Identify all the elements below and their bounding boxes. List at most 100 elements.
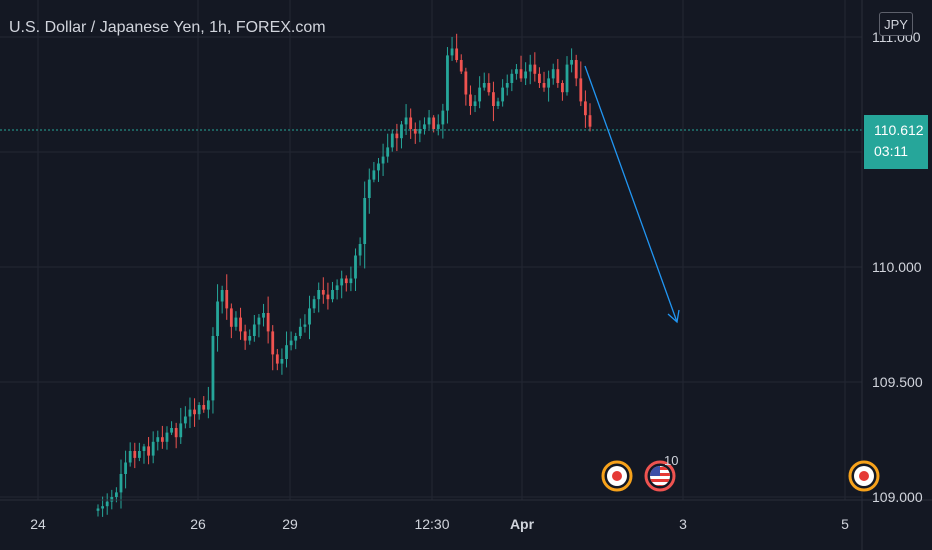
candle-body bbox=[528, 64, 532, 72]
candle-body bbox=[137, 451, 141, 458]
japan-flag-icon[interactable] bbox=[601, 460, 633, 492]
candle-body bbox=[142, 446, 146, 451]
candle-body bbox=[289, 340, 293, 346]
candle-body bbox=[303, 324, 307, 327]
candle-body bbox=[501, 87, 505, 102]
candle-body bbox=[574, 60, 578, 79]
y-tick-label: 109.500 bbox=[872, 374, 923, 390]
candle-body bbox=[266, 313, 270, 332]
candle-body bbox=[344, 278, 348, 284]
candle-body bbox=[225, 290, 229, 309]
y-tick-label: 109.000 bbox=[872, 489, 923, 505]
candle-body bbox=[252, 324, 256, 336]
candle-body bbox=[584, 101, 587, 116]
candle-body bbox=[248, 336, 252, 341]
us-flag-icon[interactable] bbox=[644, 460, 676, 492]
candle-body bbox=[331, 290, 334, 300]
candle-body bbox=[519, 69, 523, 79]
candle-body bbox=[441, 110, 445, 125]
candle-body bbox=[496, 101, 500, 106]
candle-body bbox=[147, 446, 150, 456]
candle-body bbox=[409, 117, 413, 129]
x-tick-label: 24 bbox=[30, 516, 46, 532]
candle-body bbox=[418, 129, 422, 134]
x-tick-label: 3 bbox=[679, 516, 687, 532]
time-axis[interactable]: 24 26 29 12:30 Apr 3 5 bbox=[30, 516, 849, 532]
candle-body bbox=[478, 87, 482, 102]
candle-body bbox=[377, 163, 380, 171]
candle-body bbox=[321, 290, 325, 295]
candle-body bbox=[234, 317, 238, 327]
candle-body bbox=[298, 326, 302, 336]
candle-body bbox=[239, 317, 242, 332]
candle-body bbox=[206, 400, 210, 410]
candle-body bbox=[170, 428, 173, 433]
candle-body bbox=[381, 156, 385, 164]
candle-body bbox=[197, 405, 201, 415]
candle-body bbox=[469, 94, 472, 106]
x-tick-label: 12:30 bbox=[414, 516, 449, 532]
candle-body bbox=[432, 117, 436, 129]
candle-body bbox=[358, 244, 362, 256]
x-tick-label: 26 bbox=[190, 516, 206, 532]
candle-body bbox=[285, 345, 288, 359]
candle-body bbox=[243, 331, 247, 341]
candle-body bbox=[404, 117, 408, 125]
candle-body bbox=[459, 60, 463, 72]
candle-body bbox=[561, 83, 564, 93]
candle-body bbox=[183, 416, 187, 424]
candle-body bbox=[275, 354, 279, 364]
candle-body bbox=[124, 462, 127, 474]
candle-body bbox=[211, 336, 215, 401]
candle-body bbox=[524, 71, 528, 79]
last-price-tag: 110.612 03:11 bbox=[864, 115, 928, 169]
candles bbox=[96, 33, 592, 517]
candle-body bbox=[547, 78, 551, 88]
grid-lines bbox=[0, 0, 862, 500]
candle-body bbox=[262, 313, 265, 318]
candle-body bbox=[101, 506, 104, 509]
candle-body bbox=[588, 115, 592, 127]
candle-body bbox=[174, 428, 178, 438]
x-tick-label: 5 bbox=[841, 516, 849, 532]
candle-body bbox=[216, 301, 219, 336]
x-tick-label: 29 bbox=[282, 516, 298, 532]
last-price-value: 110.612 bbox=[874, 122, 924, 138]
candle-body bbox=[349, 278, 353, 284]
candle-body bbox=[400, 124, 403, 139]
candle-body bbox=[450, 48, 454, 56]
japan-flag-icon[interactable] bbox=[848, 460, 880, 492]
candle-body bbox=[565, 64, 569, 93]
forecast-arrow[interactable] bbox=[584, 65, 680, 324]
candle-body bbox=[326, 294, 330, 300]
candle-body bbox=[510, 73, 514, 83]
candle-body bbox=[390, 133, 394, 148]
candle-body bbox=[505, 83, 509, 88]
candle-body bbox=[482, 83, 486, 88]
candle-body bbox=[533, 64, 537, 74]
candle-body bbox=[105, 501, 109, 507]
candle-body bbox=[229, 308, 233, 327]
candle-body bbox=[257, 317, 261, 325]
candle-body bbox=[551, 69, 555, 79]
candle-body bbox=[464, 71, 468, 95]
candle-body bbox=[312, 299, 316, 309]
candle-body bbox=[271, 331, 275, 355]
candle-body bbox=[487, 83, 491, 93]
candle-body bbox=[202, 405, 206, 410]
candle-body bbox=[446, 55, 449, 111]
y-tick-label: 110.000 bbox=[872, 259, 922, 275]
candle-body bbox=[156, 437, 160, 442]
candle-body bbox=[220, 290, 224, 302]
candle-body bbox=[363, 198, 367, 244]
candle-body bbox=[538, 73, 541, 83]
candle-body bbox=[308, 308, 311, 325]
chart-title: U.S. Dollar / Japanese Yen, 1h, FOREX.co… bbox=[9, 19, 326, 36]
candle-body bbox=[114, 492, 118, 497]
candle-body bbox=[335, 285, 339, 290]
bar-countdown: 03:11 bbox=[874, 143, 908, 159]
currency-badge[interactable]: JPY bbox=[879, 12, 913, 36]
candle-body bbox=[367, 179, 371, 198]
candle-body bbox=[413, 129, 417, 134]
